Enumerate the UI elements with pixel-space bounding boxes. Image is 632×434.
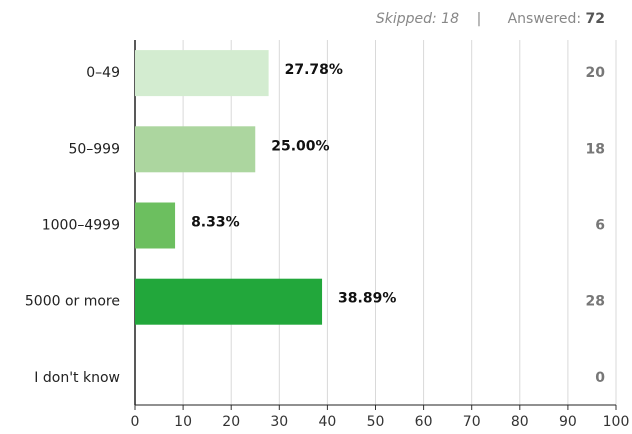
x-tick-label: 100 bbox=[603, 414, 630, 430]
x-tick-label: 30 bbox=[270, 414, 288, 430]
response-count: 28 bbox=[586, 294, 605, 310]
answered-count: 72 bbox=[586, 11, 605, 27]
x-tick-label: 80 bbox=[511, 414, 529, 430]
value-label: 27.78% bbox=[285, 62, 343, 78]
category-label: I don't know bbox=[34, 370, 120, 386]
skipped-count: 18 bbox=[441, 11, 459, 27]
response-count: 18 bbox=[586, 141, 605, 157]
value-label: 25.00% bbox=[271, 138, 329, 154]
answered-label: Answered: bbox=[508, 11, 581, 27]
x-tick-label: 0 bbox=[131, 414, 140, 430]
answered: Answered: 72 bbox=[508, 11, 605, 27]
response-count: 20 bbox=[586, 65, 606, 81]
x-tick-label: 70 bbox=[463, 414, 481, 430]
category-label: 0–49 bbox=[86, 65, 120, 81]
skipped-label: Skipped: bbox=[376, 11, 437, 27]
separator: | bbox=[477, 11, 482, 27]
response-count: 6 bbox=[595, 218, 605, 234]
bar bbox=[135, 126, 256, 173]
x-tick-label: 60 bbox=[415, 414, 433, 430]
x-tick-label: 90 bbox=[559, 414, 577, 430]
x-tick-label: 10 bbox=[174, 414, 192, 430]
response-count: 0 bbox=[595, 370, 605, 386]
category-label: 1000–4999 bbox=[42, 218, 120, 234]
bar bbox=[135, 278, 323, 325]
value-label: 38.89% bbox=[338, 291, 396, 307]
x-tick-label: 40 bbox=[318, 414, 336, 430]
category-label: 5000 or more bbox=[25, 294, 120, 310]
category-label: 50–999 bbox=[68, 141, 120, 157]
x-tick-label: 50 bbox=[367, 414, 385, 430]
bar bbox=[135, 202, 176, 249]
skipped: Skipped: 18 bbox=[376, 11, 459, 27]
bar bbox=[135, 50, 269, 97]
value-label: 8.33% bbox=[191, 215, 240, 231]
x-tick-label: 20 bbox=[222, 414, 240, 430]
